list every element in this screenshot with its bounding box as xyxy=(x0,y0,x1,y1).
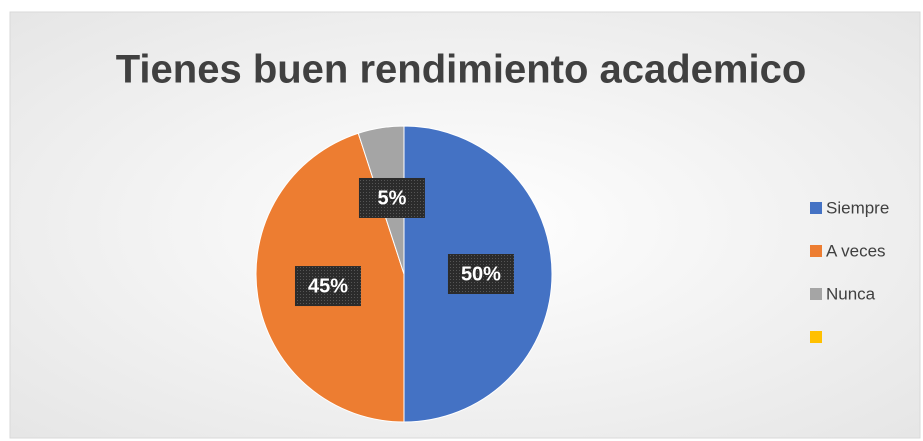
legend-swatch xyxy=(810,202,822,214)
data-label: 5% xyxy=(378,187,407,209)
legend-label: Nunca xyxy=(826,284,876,303)
legend-swatch xyxy=(810,331,822,343)
legend-label: A veces xyxy=(826,241,886,260)
legend: Siempre A veces Nunca xyxy=(810,198,889,343)
data-labels: 50% 45% 5% xyxy=(294,177,514,307)
legend-swatch xyxy=(810,245,822,257)
data-label-box xyxy=(358,177,425,218)
data-label: 50% xyxy=(461,263,501,285)
legend-swatch xyxy=(810,288,822,300)
legend-label: Siempre xyxy=(826,198,889,217)
chart-title: Tienes buen rendimiento academico xyxy=(116,48,807,92)
data-label-box xyxy=(447,254,514,294)
data-label: 45% xyxy=(308,275,348,297)
data-label-box xyxy=(294,266,361,307)
